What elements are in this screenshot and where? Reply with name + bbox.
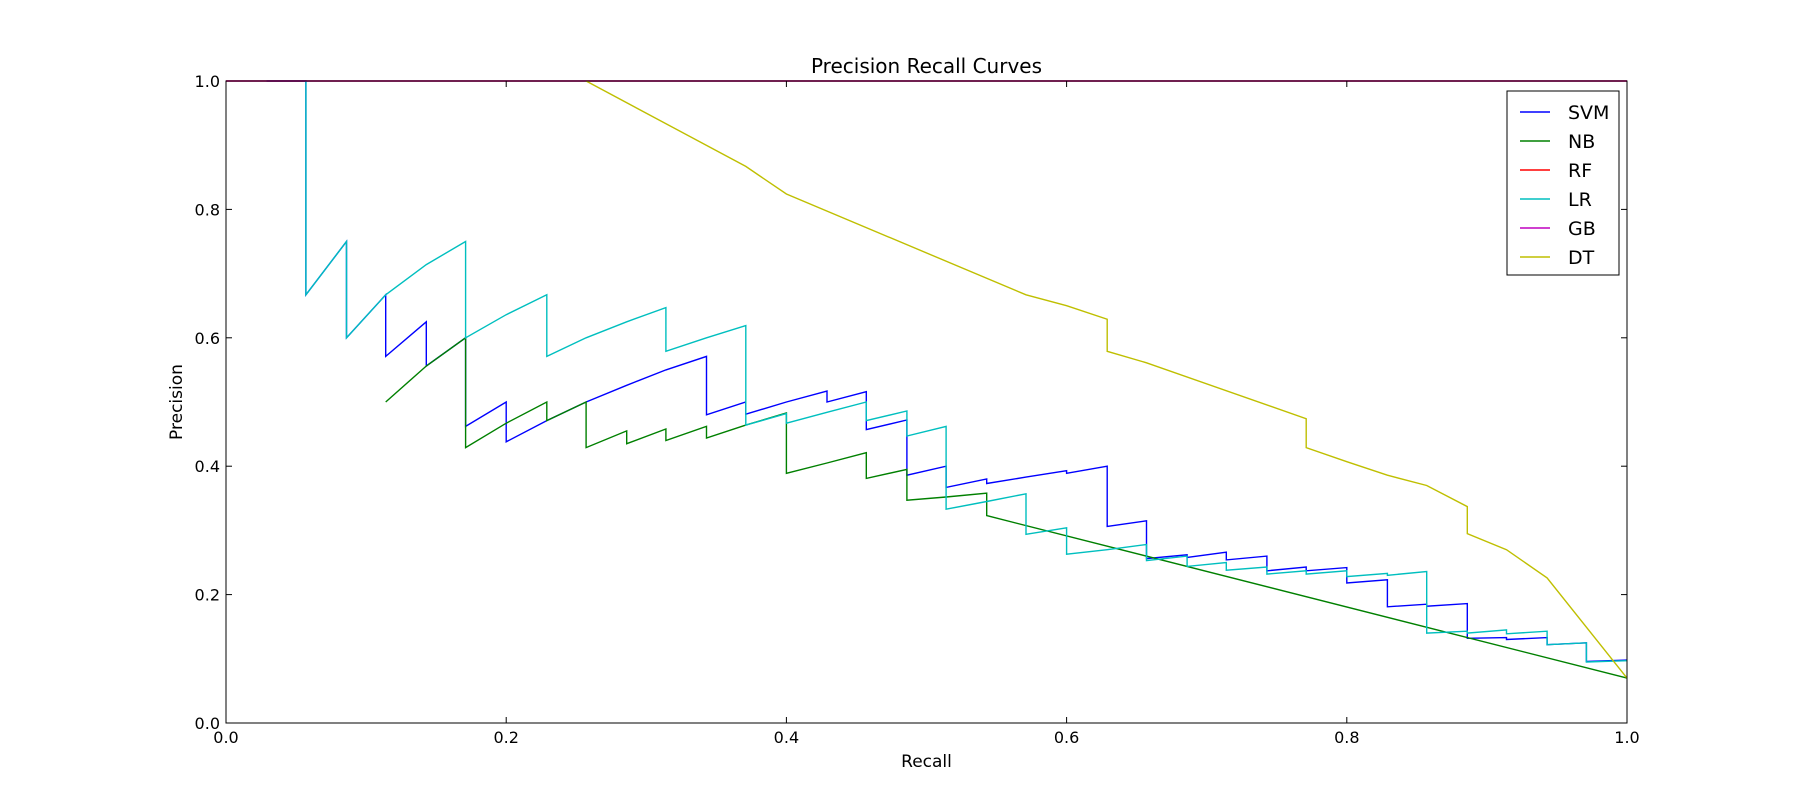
plot-area (226, 81, 1627, 723)
x-tick-label: 0.8 (1334, 728, 1359, 747)
legend-box (1506, 90, 1620, 276)
legend: SVM NB RF LR GB DT (1506, 90, 1620, 276)
x-axis-label: Recall (901, 752, 952, 772)
x-tick-label: 0.0 (213, 728, 238, 747)
legend-label-lr: LR (1568, 189, 1592, 211)
legend-label-gb: GB (1568, 218, 1596, 240)
series-line-dt (585, 80, 1628, 679)
series-line-lr (305, 81, 1628, 663)
ticks-layer: 0.0 0.2 0.4 0.6 0.8 1.0 0.0 0.2 0.4 0.6 0.8 1.0 (195, 72, 1640, 747)
y-tick-label: 0.8 (195, 200, 220, 219)
plot-frame (225, 80, 1628, 724)
series-line-svm (266, 80, 1628, 663)
y-tick-label: 0.6 (195, 329, 220, 348)
y-tick-label: 0.0 (195, 714, 220, 733)
y-tick-label: 0.2 (195, 586, 220, 605)
y-tick-label: 1.0 (195, 72, 220, 91)
series-line-nb (385, 336, 1628, 679)
chart-title: Precision Recall Curves (811, 54, 1042, 78)
legend-label-dt: DT (1568, 247, 1595, 269)
x-tick-label: 0.2 (493, 728, 518, 747)
y-tick-label: 0.4 (195, 457, 220, 476)
legend-label-svm: SVM (1568, 102, 1609, 124)
x-tick-label: 1.0 (1614, 728, 1639, 747)
legend-label-nb: NB (1568, 131, 1595, 153)
legend-label-rf: RF (1568, 160, 1592, 182)
x-tick-label: 0.6 (1054, 728, 1079, 747)
x-tick-label: 0.4 (774, 728, 799, 747)
y-axis-label: Precision (167, 364, 187, 440)
